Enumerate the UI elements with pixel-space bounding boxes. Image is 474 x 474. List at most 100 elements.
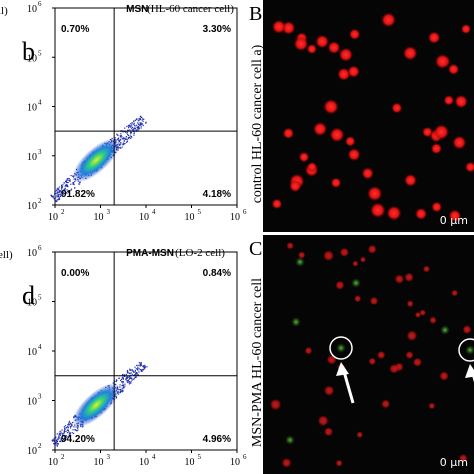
event-dot bbox=[124, 385, 126, 387]
event-dot bbox=[133, 120, 135, 122]
event-dot bbox=[77, 427, 79, 429]
y-tick-label: 10 bbox=[27, 4, 37, 15]
quadrant-percent: 91.82% bbox=[61, 189, 95, 200]
event-dot bbox=[62, 184, 64, 186]
event-dot bbox=[139, 115, 142, 117]
event-dot bbox=[59, 191, 61, 193]
event-dot bbox=[70, 174, 72, 177]
event-dot bbox=[81, 426, 84, 428]
event-dot bbox=[69, 434, 71, 436]
cell bbox=[271, 19, 286, 34]
event-dot bbox=[63, 426, 65, 428]
cell bbox=[389, 363, 400, 374]
event-dot bbox=[128, 376, 130, 378]
x-tick-label: 10 bbox=[230, 212, 240, 223]
event-dot bbox=[125, 138, 127, 140]
event-dot bbox=[122, 378, 124, 380]
cell bbox=[293, 36, 309, 52]
event-dot bbox=[65, 180, 67, 183]
event-dot bbox=[54, 444, 56, 446]
cell bbox=[405, 350, 414, 360]
event-dot bbox=[60, 439, 62, 441]
plot-subtitle: (HL-60 cancer cell) bbox=[147, 3, 234, 15]
event-dot bbox=[74, 429, 77, 431]
event-dot bbox=[127, 134, 129, 136]
event-dot bbox=[123, 137, 125, 139]
event-dot bbox=[129, 381, 131, 384]
event-dot bbox=[74, 180, 76, 183]
cell bbox=[344, 135, 356, 147]
event-dot bbox=[133, 123, 135, 125]
event-dot bbox=[134, 371, 136, 373]
event-dot bbox=[138, 119, 141, 121]
event-dot bbox=[119, 379, 122, 382]
event-dot bbox=[56, 188, 58, 190]
event-dot bbox=[56, 444, 58, 446]
event-dot bbox=[63, 431, 65, 433]
event-dot bbox=[58, 190, 61, 192]
event-dot bbox=[63, 434, 65, 437]
event-dot bbox=[52, 196, 54, 199]
x-tick-exp: 5 bbox=[198, 453, 202, 461]
event-dot bbox=[122, 384, 124, 386]
event-dot bbox=[79, 181, 81, 183]
cell bbox=[462, 324, 472, 335]
event-dot bbox=[134, 374, 136, 376]
cell bbox=[306, 43, 317, 55]
event-dot bbox=[137, 125, 140, 128]
event-dot bbox=[140, 364, 143, 366]
event-dot bbox=[54, 190, 57, 192]
event-dot bbox=[134, 127, 136, 129]
event-dot bbox=[58, 186, 60, 188]
event-dot bbox=[122, 373, 124, 376]
event-dot bbox=[66, 184, 69, 187]
event-dot bbox=[135, 129, 137, 131]
event-dot bbox=[124, 138, 127, 141]
cell bbox=[361, 167, 374, 180]
event-dot bbox=[123, 143, 126, 145]
event-dot bbox=[70, 183, 72, 185]
event-dot bbox=[129, 368, 131, 370]
event-dot bbox=[124, 127, 126, 129]
green-cell bbox=[291, 317, 301, 327]
event-dot bbox=[121, 387, 123, 389]
y-tick-exp: 2 bbox=[38, 197, 42, 205]
event-dot bbox=[135, 118, 137, 121]
cell bbox=[269, 398, 282, 411]
event-dot bbox=[141, 123, 143, 125]
event-dot bbox=[57, 187, 59, 190]
event-dot bbox=[133, 134, 135, 136]
density-core bbox=[72, 138, 120, 183]
cell bbox=[447, 63, 460, 75]
event-dot bbox=[68, 420, 70, 423]
cell bbox=[431, 201, 443, 213]
event-dot bbox=[130, 126, 132, 128]
event-dot bbox=[60, 186, 63, 188]
event-dot bbox=[139, 363, 141, 366]
event-dot bbox=[137, 369, 139, 371]
event-dot bbox=[62, 191, 64, 194]
event-dot bbox=[127, 380, 130, 382]
event-dot bbox=[56, 433, 58, 435]
event-dot bbox=[122, 131, 124, 133]
event-dot bbox=[132, 128, 134, 131]
event-dot bbox=[56, 194, 58, 196]
event-dot bbox=[139, 117, 141, 120]
event-dot bbox=[115, 379, 118, 381]
cell bbox=[381, 12, 397, 28]
image-scale: 0 μm bbox=[440, 214, 468, 227]
event-dot bbox=[56, 191, 59, 193]
event-dot bbox=[128, 379, 130, 381]
micrograph bbox=[263, 235, 474, 474]
event-dot bbox=[67, 436, 69, 438]
event-dot bbox=[130, 381, 132, 383]
event-dot bbox=[128, 126, 130, 128]
event-dot bbox=[68, 190, 70, 192]
cell bbox=[337, 67, 351, 81]
cell bbox=[430, 142, 443, 155]
event-dot bbox=[78, 183, 80, 185]
event-dot bbox=[61, 186, 64, 188]
event-dot bbox=[67, 181, 69, 184]
event-dot bbox=[128, 377, 131, 379]
cell bbox=[402, 45, 418, 61]
